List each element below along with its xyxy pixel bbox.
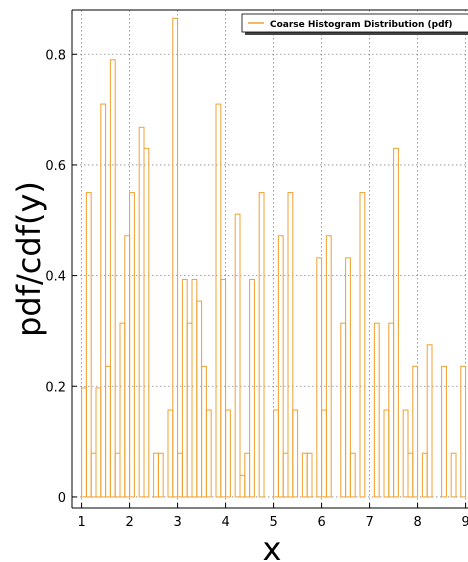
- bar: [119, 322, 126, 498]
- x-tick-label: 4: [221, 515, 229, 530]
- bar: [114, 452, 121, 498]
- bar: [90, 452, 97, 498]
- x-tick-label: 6: [317, 515, 325, 530]
- bar: [393, 147, 399, 498]
- bar: [349, 452, 356, 498]
- x-tick-label: 1: [77, 515, 85, 530]
- x-tick-label: 5: [269, 515, 277, 530]
- bar: [402, 409, 409, 498]
- bar: [143, 147, 150, 498]
- bar: [292, 409, 299, 498]
- bar: [407, 452, 414, 498]
- bar: [277, 235, 284, 498]
- bar: [249, 278, 255, 498]
- bar: [421, 452, 428, 498]
- bar: [157, 452, 164, 498]
- legend-box: [241, 13, 468, 33]
- bar: [196, 300, 203, 498]
- bar: [100, 103, 107, 498]
- bar: [234, 213, 241, 498]
- bar: [167, 409, 174, 498]
- bar: [450, 452, 457, 498]
- bar: [109, 59, 116, 498]
- y-axis-label: pdf/cdf(y): [10, 181, 48, 337]
- y-tick-label: 0: [58, 491, 66, 506]
- legend: Coarse Histogram Distribution (pdf): [241, 13, 468, 35]
- bar: [138, 126, 145, 498]
- x-tick-label: 2: [125, 515, 133, 530]
- bar: [177, 452, 183, 498]
- bar: [316, 257, 323, 498]
- bar: [460, 365, 467, 498]
- bar: [412, 365, 419, 498]
- bar: [244, 452, 251, 498]
- bar: [186, 322, 193, 498]
- bar: [205, 409, 212, 498]
- y-tick-label: 0.6: [45, 159, 66, 174]
- bar: [215, 103, 222, 498]
- bar: [191, 278, 198, 498]
- y-tick-label: 0.8: [45, 48, 66, 63]
- bar: [325, 235, 332, 498]
- x-tick-label: 7: [365, 515, 373, 530]
- bar: [340, 322, 347, 498]
- bar: [359, 192, 366, 498]
- bar: [172, 17, 179, 498]
- bar: [441, 365, 447, 498]
- legend-label: Coarse Histogram Distribution (pdf): [270, 20, 453, 30]
- x-axis-label: x: [263, 530, 282, 562]
- bar: [287, 192, 294, 498]
- bar: [95, 387, 102, 498]
- bar: [81, 387, 87, 498]
- bar: [273, 409, 279, 498]
- plot-area: [72, 10, 468, 508]
- x-tick-label: 3: [173, 515, 181, 530]
- bar: [85, 192, 92, 498]
- bar: [301, 452, 308, 498]
- bar: [373, 322, 380, 498]
- bar: [181, 278, 188, 498]
- x-tick-label: 8: [413, 515, 421, 530]
- x-tick-label: 9: [461, 515, 468, 530]
- bar: [153, 452, 159, 498]
- bar: [345, 257, 351, 498]
- bar: [239, 474, 246, 498]
- bar: [306, 452, 313, 498]
- bar: [225, 409, 231, 498]
- bar: [129, 192, 135, 498]
- bar: [426, 344, 433, 498]
- bar: [124, 235, 131, 498]
- bar: [282, 452, 289, 498]
- bar: [321, 409, 327, 498]
- bar: [220, 278, 227, 498]
- y-tick-label: 0.2: [45, 380, 66, 395]
- bar: [383, 409, 390, 498]
- bar: [258, 192, 265, 498]
- bar: [388, 322, 395, 498]
- y-tick-label: 0.4: [45, 270, 66, 285]
